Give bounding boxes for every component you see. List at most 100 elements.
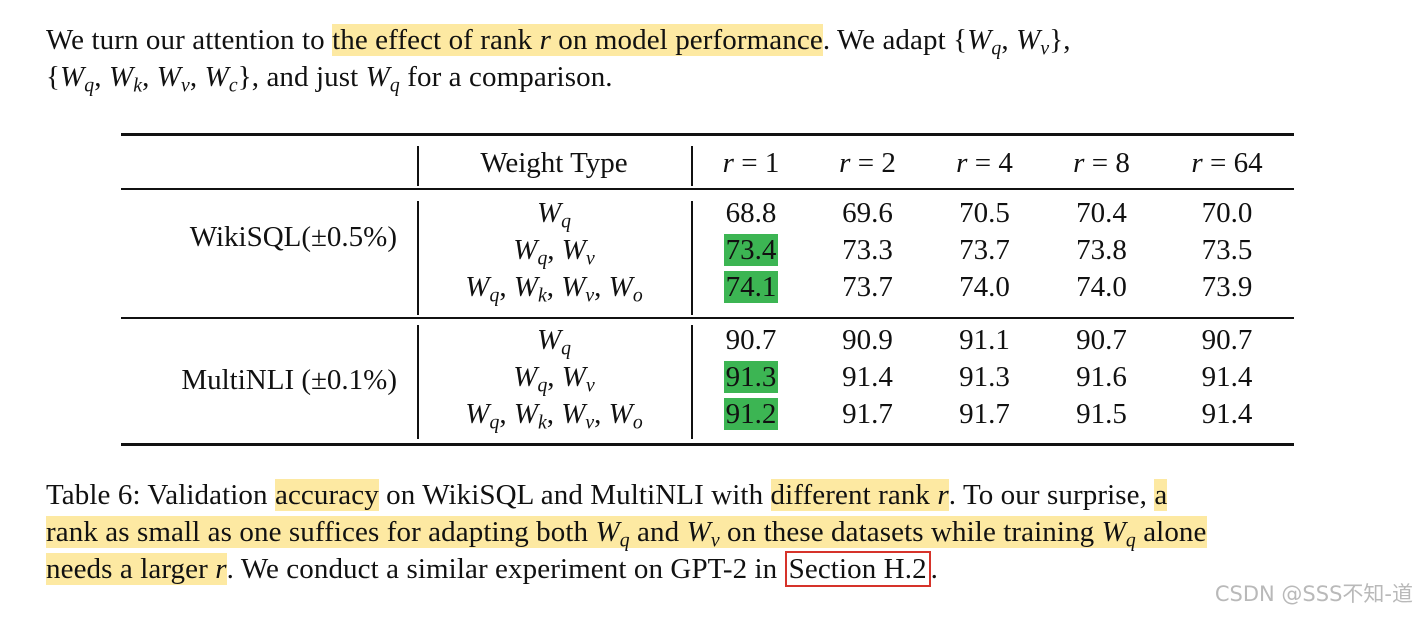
caption-text: . We conduct a similar experiment on GPT… (226, 553, 785, 585)
math-sub: q (991, 37, 1002, 60)
math-w: W (156, 61, 182, 93)
value-cell: 91.4 (1160, 359, 1294, 395)
math-sub: q (84, 74, 95, 97)
results-table: Weight Type r = 1 r = 2 r = 4 r = 8 r = … (121, 133, 1294, 447)
weight-type-cell: Wq, Wv (419, 232, 689, 268)
value-cell: 91.4 (809, 359, 926, 395)
highlighted-value: 91.3 (723, 361, 779, 393)
value-cell: 73.4 (693, 232, 809, 268)
weight-type-cell: Wq, Wk, Wv, Wo (419, 396, 689, 432)
group1-vline-right (691, 201, 693, 315)
math-w: W (608, 398, 633, 430)
math-w: W (1016, 24, 1041, 56)
value-text: 73.5 (1201, 234, 1253, 266)
intro-text: }, and just (237, 61, 366, 93)
value-text: 73.7 (842, 271, 893, 303)
math-w: W (60, 61, 85, 93)
value-text: 74.0 (1076, 271, 1127, 303)
caption-line-1: Table 6: Validation accuracy on WikiSQL … (46, 477, 1168, 513)
highlight-text: the effect of rank (332, 24, 540, 56)
dataset-label-multinli: MultiNLI (±0.1%) (181, 364, 397, 396)
group2-vline-left (417, 325, 419, 439)
value-cell: 90.7 (1160, 322, 1294, 358)
value-text: 73.7 (959, 234, 1010, 266)
rank-eq: = 1 (733, 147, 780, 179)
value-cell: 91.7 (809, 396, 926, 432)
highlight-accuracy: accuracy (274, 479, 379, 511)
math-w: W (595, 516, 620, 548)
value-cell: 91.3 (693, 359, 809, 395)
math-w: W (465, 271, 490, 303)
math-w: W (561, 234, 586, 266)
section-h2-link[interactable]: Section H.2 (784, 551, 931, 587)
math-w: W (365, 61, 390, 93)
value-cell: 73.3 (809, 232, 926, 268)
math-w: W (1101, 516, 1126, 548)
highlight-text: rank as small as one suffices for adapti… (46, 516, 596, 548)
value-cell: 91.7 (926, 396, 1043, 432)
intro-text: { (46, 61, 61, 93)
math-r: r (937, 479, 949, 511)
math-r: r (956, 147, 968, 179)
highlight-rank-small: rank as small as one suffices for adapti… (46, 516, 1207, 550)
header-rank-8: r = 8 (1043, 145, 1160, 181)
highlight-a: a (1154, 479, 1168, 511)
group1-vline-left (417, 201, 419, 315)
value-cell: 73.8 (1043, 232, 1160, 268)
value-cell: 69.6 (809, 195, 926, 231)
math-w: W (204, 61, 229, 93)
math-sub: v (1040, 37, 1050, 60)
intro-text: for a comparison. (399, 61, 613, 93)
math-w: W (561, 271, 586, 303)
math-sub: k (538, 411, 547, 434)
rank-eq: = 2 (850, 147, 896, 179)
value-cell: 74.0 (926, 269, 1043, 305)
math-sub: v (585, 284, 595, 307)
intro-text: . We adapt { (822, 24, 968, 56)
value-text: 91.3 (959, 361, 1010, 393)
math-w: W (513, 361, 538, 393)
value-cell: 73.7 (926, 232, 1043, 268)
math-w: W (561, 361, 586, 393)
highlight-different-rank: different rank r (770, 479, 949, 511)
value-text: 91.4 (842, 361, 893, 393)
highlight-rank-effect: the effect of rank r on model performanc… (332, 24, 823, 56)
math-w: W (608, 271, 633, 303)
header-rank-2: r = 2 (809, 145, 926, 181)
value-cell: 68.8 (693, 195, 809, 231)
value-text: 91.4 (1201, 361, 1253, 393)
math-sub: v (585, 374, 595, 397)
math-comma: , (546, 271, 562, 303)
weight-type-cell: Wq, Wk, Wv, Wo (419, 269, 689, 305)
value-cell: 91.5 (1043, 396, 1160, 432)
intro-line-2: {Wq, Wk, Wv, Wc}, and just Wq for a comp… (46, 61, 613, 97)
value-text: 90.7 (725, 324, 777, 356)
value-text: 91.7 (959, 398, 1010, 430)
math-r: r (722, 147, 734, 179)
highlighted-value: 73.4 (723, 234, 779, 266)
math-sub: q (1125, 529, 1136, 552)
math-w: W (513, 398, 538, 430)
value-text: 74.0 (959, 271, 1010, 303)
value-text: 73.3 (842, 234, 893, 266)
csdn-watermark: CSDN @SSS不知-道 (1214, 582, 1413, 606)
value-text: 91.6 (1076, 361, 1127, 393)
highlight-needs-larger: needs a larger r (46, 553, 227, 585)
math-comma: , (547, 361, 562, 393)
header-rank-1: r = 1 (693, 145, 809, 181)
table-header-rule (121, 188, 1294, 190)
value-text: 68.8 (725, 197, 777, 229)
caption-line-3: needs a larger r. We conduct a similar e… (46, 551, 938, 587)
math-w: W (513, 234, 538, 266)
math-sub: o (632, 284, 643, 307)
value-cell: 91.1 (926, 322, 1043, 358)
dataset-label-wikisql: WikiSQL(±0.5%) (189, 221, 397, 253)
highlight-text: different rank (770, 479, 938, 511)
weight-type-cell: Wq (419, 195, 689, 231)
math-w: W (465, 398, 490, 430)
math-comma: , (499, 398, 514, 430)
value-text: 91.7 (842, 398, 893, 430)
value-text: 91.5 (1076, 398, 1127, 430)
intro-text: , (1001, 24, 1017, 56)
math-sub: q (537, 247, 548, 270)
